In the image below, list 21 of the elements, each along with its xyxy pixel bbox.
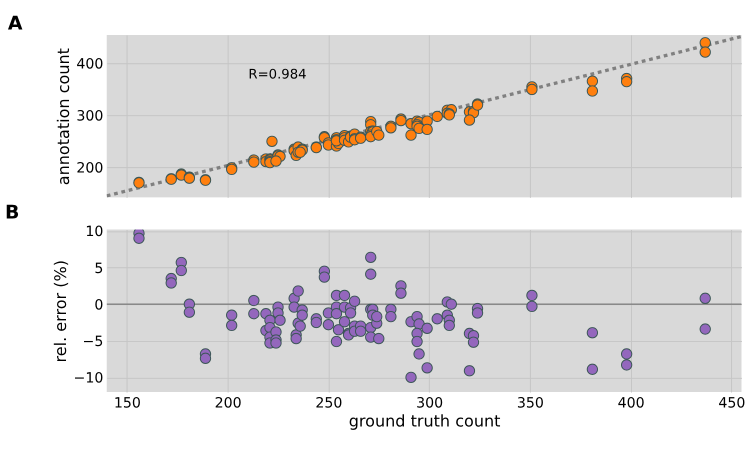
x-tick-label: 400 (618, 396, 645, 412)
x-tick-label: 200 (214, 396, 242, 412)
chart-title: B (5, 202, 20, 224)
y-tick-label: −10 (74, 370, 104, 387)
x-tick-label: 450 (718, 396, 746, 412)
y-tick-label: 10 (85, 224, 104, 240)
annotation: R=0.984 (248, 67, 307, 82)
y-tick-label: 400 (76, 56, 104, 73)
x-tick-label: 250 (315, 396, 342, 412)
y-axis-title: annotation count (54, 48, 73, 186)
x-axis-title: ground truth count (348, 411, 500, 430)
x-tick-label: 150 (114, 396, 141, 412)
y-tick-label: 5 (94, 260, 104, 277)
y-tick-label: −5 (82, 334, 104, 350)
x-tick-label: 300 (416, 396, 444, 412)
x-tick-label: 350 (516, 396, 544, 412)
chart-title: A (8, 12, 23, 34)
y-tick-label: 200 (76, 160, 104, 176)
y-tick-label: 0 (94, 297, 104, 314)
y-tick-label: 300 (76, 108, 104, 125)
y-axis-title: rel. error (%) (50, 260, 70, 362)
